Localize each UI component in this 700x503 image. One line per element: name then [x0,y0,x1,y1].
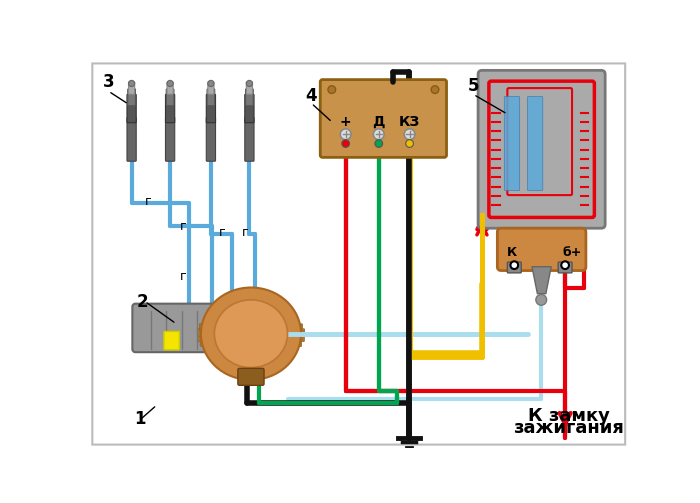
Circle shape [375,140,383,147]
Text: КЗ: КЗ [399,115,420,129]
FancyBboxPatch shape [246,82,253,94]
Circle shape [208,80,214,87]
Polygon shape [532,267,552,294]
Text: г: г [145,195,151,208]
Text: 1: 1 [134,410,146,428]
Circle shape [129,80,134,87]
FancyBboxPatch shape [245,117,254,161]
Circle shape [328,86,336,94]
Text: 4: 4 [306,87,317,105]
FancyBboxPatch shape [527,97,542,191]
FancyBboxPatch shape [205,343,213,351]
FancyBboxPatch shape [167,82,173,94]
Text: г: г [241,226,248,239]
Text: К: К [507,246,517,259]
FancyBboxPatch shape [127,94,136,123]
FancyBboxPatch shape [164,331,179,350]
FancyBboxPatch shape [197,328,205,336]
FancyBboxPatch shape [207,89,215,106]
Text: б+: б+ [563,246,582,259]
FancyBboxPatch shape [504,97,519,191]
Ellipse shape [201,288,301,380]
FancyBboxPatch shape [294,339,302,347]
Text: 2: 2 [137,293,148,311]
FancyBboxPatch shape [206,117,216,161]
Circle shape [510,262,518,269]
FancyBboxPatch shape [127,89,135,106]
FancyBboxPatch shape [245,94,254,123]
Circle shape [340,129,351,140]
FancyBboxPatch shape [212,347,220,355]
FancyBboxPatch shape [208,82,214,94]
FancyBboxPatch shape [206,94,216,123]
Circle shape [406,140,414,147]
FancyBboxPatch shape [127,117,136,161]
Circle shape [246,80,253,87]
FancyBboxPatch shape [289,344,297,351]
FancyBboxPatch shape [297,334,304,342]
FancyBboxPatch shape [167,89,174,106]
Ellipse shape [214,300,288,368]
Text: +: + [340,115,351,129]
FancyBboxPatch shape [230,353,238,360]
FancyBboxPatch shape [295,324,302,331]
FancyBboxPatch shape [92,63,625,445]
FancyBboxPatch shape [238,368,264,385]
Circle shape [561,262,569,269]
FancyBboxPatch shape [282,347,290,355]
FancyBboxPatch shape [273,351,281,358]
Text: г: г [180,270,187,283]
Text: зажигания: зажигания [514,419,624,437]
FancyBboxPatch shape [478,70,605,228]
FancyBboxPatch shape [246,89,253,106]
FancyBboxPatch shape [197,333,205,341]
FancyBboxPatch shape [508,262,522,273]
FancyBboxPatch shape [165,94,175,123]
FancyBboxPatch shape [132,304,216,352]
Text: Д: Д [372,115,385,129]
Circle shape [404,129,415,140]
Circle shape [167,80,173,87]
FancyBboxPatch shape [321,79,447,157]
FancyBboxPatch shape [129,82,134,94]
FancyBboxPatch shape [199,323,207,331]
FancyBboxPatch shape [558,262,572,273]
FancyBboxPatch shape [497,228,586,271]
FancyBboxPatch shape [220,350,228,358]
FancyBboxPatch shape [263,353,271,360]
Text: К замку: К замку [528,407,610,425]
FancyBboxPatch shape [252,354,260,361]
Text: 3: 3 [103,73,115,92]
Text: 5: 5 [468,77,480,95]
FancyBboxPatch shape [165,117,175,161]
Circle shape [431,86,439,94]
Circle shape [536,294,547,305]
Text: г: г [180,220,187,233]
Circle shape [342,140,349,147]
Text: г: г [218,226,225,239]
FancyBboxPatch shape [241,354,249,361]
Circle shape [373,129,384,140]
FancyBboxPatch shape [200,339,208,346]
FancyBboxPatch shape [297,329,304,337]
